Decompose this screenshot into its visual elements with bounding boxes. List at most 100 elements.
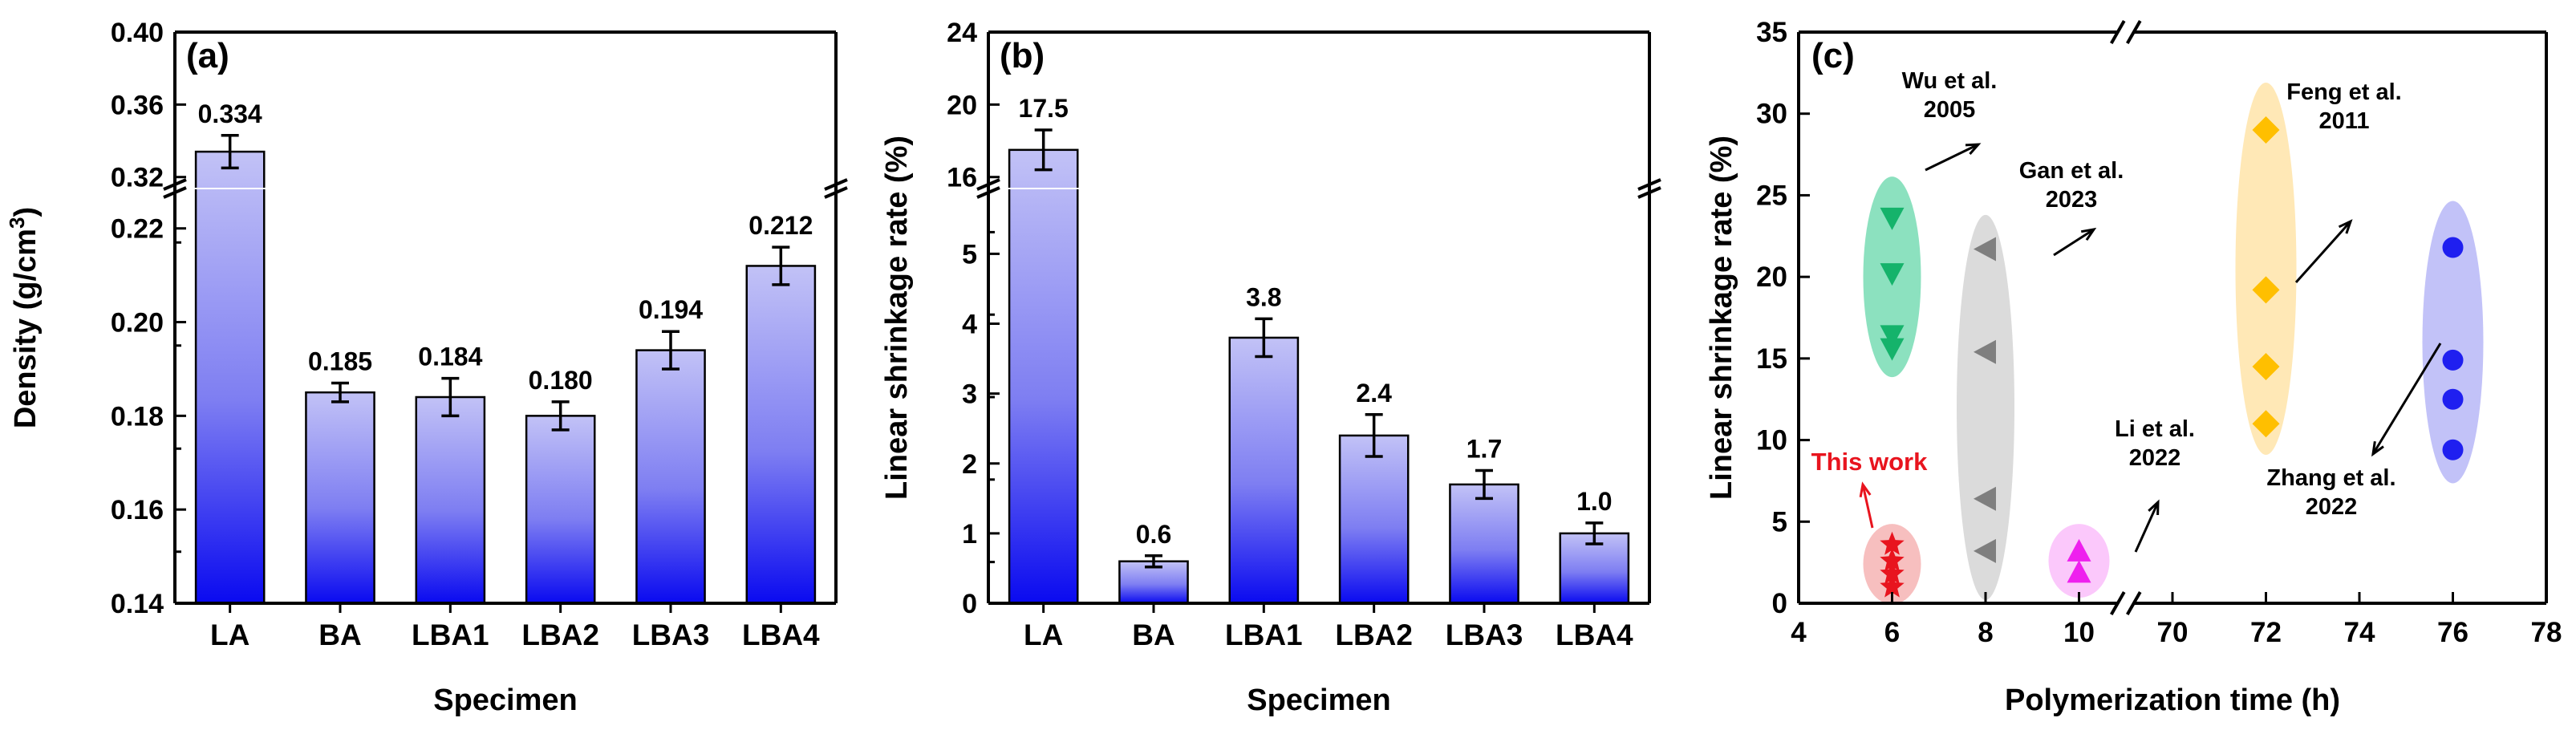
x-axis-title: Specimen <box>433 683 578 717</box>
ellipse-zhang-2022 <box>2422 201 2484 484</box>
y-tick-label: 0.18 <box>111 401 164 432</box>
x-tick-label: LBA1 <box>412 618 489 651</box>
y-tick-label: 0.22 <box>111 214 164 245</box>
data-label: 2.4 <box>1356 379 1392 408</box>
y-tick-label: 0.36 <box>111 90 164 120</box>
arrow-li-head <box>2148 499 2160 516</box>
y-axis-title: Linear shrinkage rate (%) <box>1705 136 1738 500</box>
point-diamond <box>2252 276 2280 304</box>
y-tick-label: 20 <box>1756 262 1787 293</box>
x-tick-label: BA <box>318 618 361 651</box>
axis-break-mark <box>163 178 187 191</box>
x-tick-label: BA <box>1132 618 1174 651</box>
arrow-wu <box>1925 143 1979 172</box>
panel-b: 17.5 LA 0.6 BA 3.8 LBA1 2.4 LBA2 1.7 LBA3 1.0 LBA4 0… <box>880 18 1661 717</box>
data-label: 0.194 <box>639 295 703 324</box>
x-tick-label: 78 <box>2531 617 2562 648</box>
point-triangle-left <box>1974 237 1996 262</box>
point-triangle-down <box>1880 338 1905 361</box>
point-star <box>1880 574 1905 598</box>
bar-lba3 <box>635 349 706 605</box>
point-triangle-down <box>1880 263 1905 286</box>
x-tick-label: 10 <box>2063 617 2095 648</box>
y-tick-label: 0.14 <box>111 589 164 619</box>
data-label: 0.6 <box>1136 520 1171 549</box>
point-star <box>1880 531 1905 555</box>
bar-lba3 <box>1449 483 1519 605</box>
axis-break-mark <box>1637 186 1661 199</box>
arrow-gan <box>2053 228 2095 257</box>
annotation-li-line1: Li et al. <box>2115 416 2195 442</box>
point-triangle-left <box>1974 486 1996 511</box>
y-tick-label: 0 <box>1772 588 1787 619</box>
y-axis-title-close: ) <box>9 207 43 217</box>
point-circle <box>2442 237 2464 258</box>
data-label: 0.212 <box>748 211 813 240</box>
x-tick-label: LBA1 <box>1225 618 1303 651</box>
bar-lba1 <box>415 395 486 605</box>
point-triangle-left <box>1974 538 1996 563</box>
axis-break-mark <box>2110 20 2126 44</box>
point-triangle-up <box>2067 560 2091 583</box>
arrow-this-work <box>1861 484 1874 529</box>
arrow-gan-head <box>2080 227 2097 241</box>
y-tick-label: 16 <box>947 163 977 193</box>
panel-label: (c) <box>1811 36 1855 75</box>
y-tick-label: 15 <box>1756 343 1787 375</box>
data-label: 1.7 <box>1466 434 1502 463</box>
y-axis-title-superscript: 3 <box>5 217 29 229</box>
annotation-zhang-line1: Zhang et al. <box>2266 465 2395 491</box>
data-label: 17.5 <box>1019 94 1069 123</box>
annotation-li-line2: 2022 <box>2129 445 2181 471</box>
annotation-zhang-line2: 2022 <box>2306 494 2358 520</box>
x-tick-label: LBA4 <box>742 618 820 651</box>
annotation-gan-line2: 2023 <box>2046 187 2098 213</box>
x-tick-label: 4 <box>1791 617 1807 648</box>
annotation-wu-line2: 2005 <box>1924 97 1976 123</box>
x-tick-label: LBA2 <box>521 618 599 651</box>
panel-a: 0.334 LA 0.185 BA 0.184 LBA1 0.180 LBA2 0.194 LBA… <box>5 18 848 717</box>
x-tick-label: 74 <box>2344 617 2375 648</box>
y-tick-label: 0.16 <box>111 495 164 525</box>
arrow-feng-head <box>2338 219 2353 234</box>
y-tick-label: 5 <box>962 239 977 270</box>
point-circle <box>2442 388 2464 410</box>
axis-break-mark <box>824 186 848 199</box>
y-tick-label: 0.20 <box>111 308 164 339</box>
x-tick-label: LBA4 <box>1556 618 1633 651</box>
y-tick-label: 0 <box>962 589 977 619</box>
x-tick-label: 72 <box>2250 617 2282 648</box>
y-axis-title: Linear shrinkage rate (%) <box>880 136 914 500</box>
point-circle <box>2442 439 2464 460</box>
y-tick-label: 5 <box>1772 506 1787 537</box>
axis-break-mark <box>2126 591 2142 615</box>
x-tick-label: 76 <box>2437 617 2468 648</box>
x-tick-label: 8 <box>1978 617 1993 648</box>
data-label: 3.8 <box>1246 282 1281 311</box>
ellipse-gan-2023 <box>1957 214 2014 600</box>
panel-label: (a) <box>186 36 229 75</box>
bar-break-gap <box>194 188 266 189</box>
annotation-feng-line2: 2011 <box>2319 108 2370 134</box>
point-diamond <box>2252 410 2280 438</box>
annotation-feng-line1: Feng et al. <box>2286 79 2401 105</box>
axis-break-mark <box>163 186 187 199</box>
arrow-li <box>2134 501 2160 553</box>
point-star <box>1880 548 1905 572</box>
arrow-zhang-head <box>2371 440 2384 457</box>
point-triangle-down <box>1880 207 1905 230</box>
data-label: 1.0 <box>1576 487 1612 516</box>
axis-break-mark <box>824 178 848 191</box>
arrow-wu-head <box>1965 143 1982 156</box>
arrow-this-work-head <box>1859 481 1872 498</box>
bar-la <box>1008 148 1079 605</box>
y-tick-label: 35 <box>1756 17 1787 48</box>
point-star <box>1880 561 1905 585</box>
y-tick-label: 24 <box>947 18 977 48</box>
y-tick-label: 1 <box>962 519 977 550</box>
panel-c: 4 6 8 10 70 72 74 76 78 0 5 10 15 20 25 30 35 Polymerizat… <box>1705 17 2562 717</box>
bar-ba <box>305 391 375 605</box>
point-triangle-up <box>2067 538 2091 562</box>
bar-lba2 <box>1338 434 1410 605</box>
x-axis-title: Polymerization time (h) <box>2005 683 2340 717</box>
